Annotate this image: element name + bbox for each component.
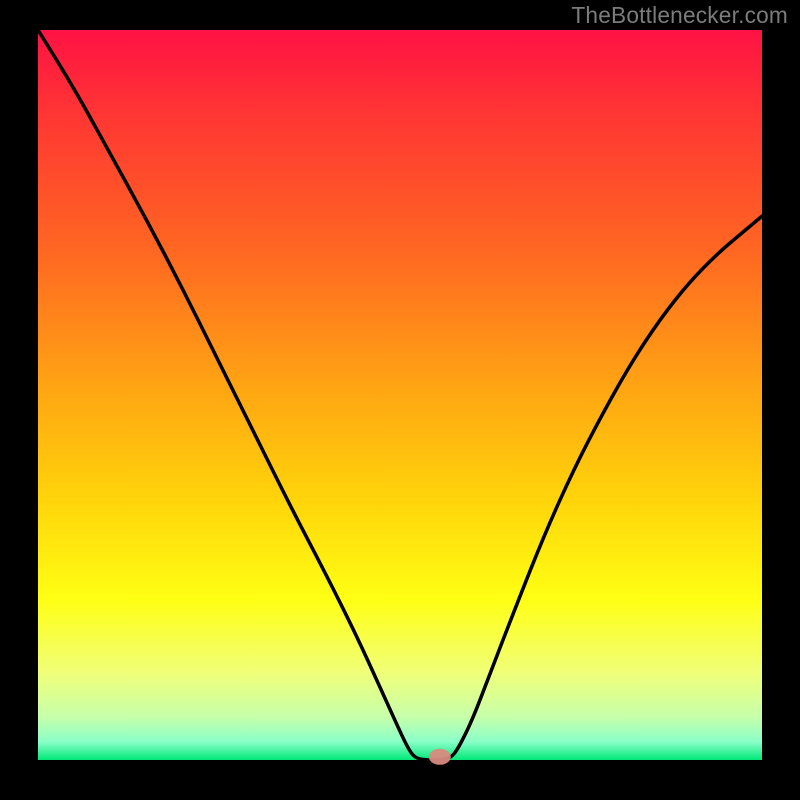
optimal-point-marker (429, 749, 451, 765)
watermark-label: TheBottlenecker.com (571, 2, 788, 29)
chart-container: TheBottlenecker.com (0, 0, 800, 800)
plot-background (38, 30, 762, 760)
bottleneck-chart (0, 0, 800, 800)
